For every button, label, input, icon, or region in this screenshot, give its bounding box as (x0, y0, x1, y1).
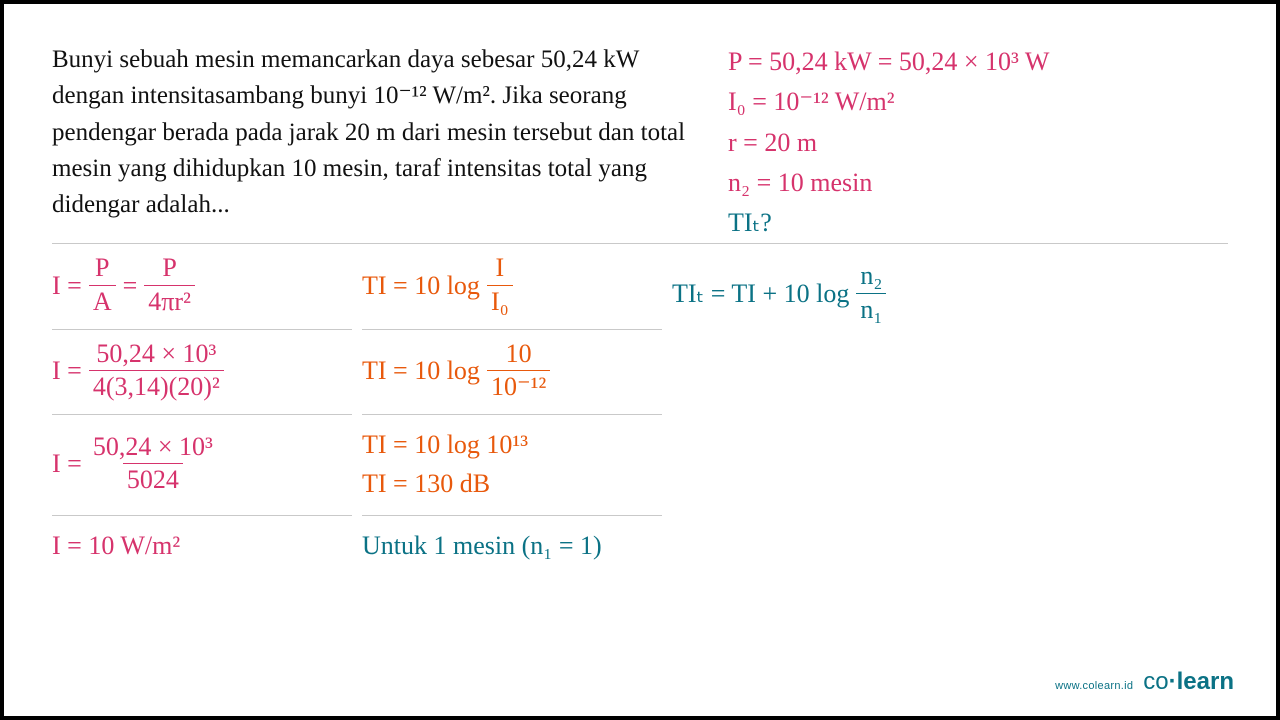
ti-substitution: TI = 10 log 1010⁻¹² (362, 330, 662, 415)
ti-note: Untuk 1 mesin (n₁ = 1) (362, 516, 662, 578)
given-P: P = 50,24 kW = 50,24 × 10³ W (728, 42, 1228, 82)
tit-formula: TIₜ = TI + 10 log n₂n₁ (672, 244, 1228, 577)
given-r: r = 20 m (728, 123, 1228, 163)
intensity-result: I = 10 W/m² (52, 516, 352, 578)
intensity-simplify: I = 50,24 × 10³5024 (52, 415, 352, 516)
ti-result: TI = 10 log 10¹³ TI = 130 dB (362, 415, 662, 516)
given-n2: n₂ = 10 mesin (728, 163, 1228, 203)
asked-TIt: TIₜ? (728, 203, 1228, 243)
solution-grid: I = PA = P4πr² TI = 10 log II₀ TIₜ = TI … (52, 244, 1228, 577)
footer-url: www.colearn.id (1055, 680, 1133, 692)
given-values: P = 50,24 kW = 50,24 × 10³ W I₀ = 10⁻¹² … (728, 42, 1228, 243)
footer-logo: co·learn (1143, 668, 1234, 696)
problem-statement: Bunyi sebuah mesin memancarkan daya sebe… (52, 42, 700, 243)
intensity-substitution: I = 50,24 × 10³4(3,14)(20)² (52, 330, 352, 415)
footer-branding: www.colearn.id co·learn (1055, 668, 1234, 696)
ti-formula: TI = 10 log II₀ (362, 244, 662, 329)
given-I0: I₀ = 10⁻¹² W/m² (728, 82, 1228, 122)
intensity-formula: I = PA = P4πr² (52, 244, 352, 329)
